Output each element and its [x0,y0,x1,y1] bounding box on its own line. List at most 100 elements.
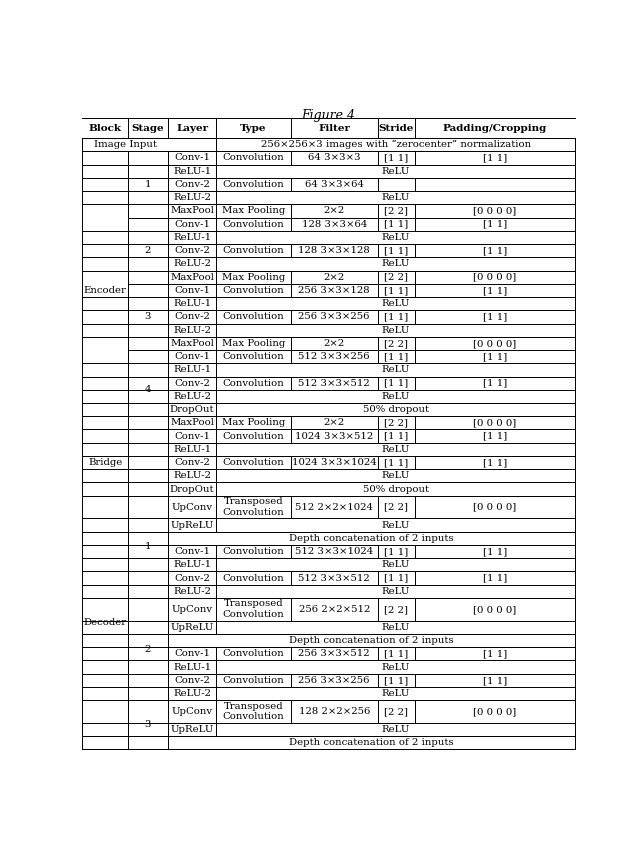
Text: [1 1]: [1 1] [483,154,507,162]
Bar [378,390,415,403]
Text: Conv-2: Conv-2 [174,379,210,387]
Text: 256×256×3 images with “zerocenter” normalization: 256×256×3 images with “zerocenter” norma… [260,140,531,149]
Text: Conv-1: Conv-1 [174,649,210,658]
Text: Convolution: Convolution [223,676,284,685]
Bar [216,687,291,700]
Bar [128,283,168,350]
Text: Convolution: Convolution [223,547,284,556]
Bar [415,532,575,545]
Bar [415,191,575,204]
Text: Max Pooling: Max Pooling [222,272,285,282]
Text: ReLU: ReLU [381,587,410,596]
Bar [216,165,291,178]
Text: 2: 2 [145,644,151,654]
Text: 3: 3 [145,313,151,321]
Bar [378,403,415,417]
Bar [415,363,575,376]
Text: Convolution: Convolution [223,247,284,255]
Text: [1 1]: [1 1] [483,352,507,361]
Text: [1 1]: [1 1] [384,431,408,441]
Bar [216,469,291,483]
Text: 256 3×3×128: 256 3×3×128 [298,286,370,295]
Text: [2 2]: [2 2] [384,272,408,282]
Bar [415,661,575,673]
Text: [1 1]: [1 1] [483,574,507,582]
Bar [291,363,378,376]
Text: 50% dropout: 50% dropout [363,405,429,414]
Text: 1024 3×3×512: 1024 3×3×512 [295,431,373,441]
Text: [2 2]: [2 2] [384,418,408,428]
Text: ReLU: ReLU [381,233,410,242]
Text: 512 3×3×1024: 512 3×3×1024 [295,547,373,556]
Text: Max Pooling: Max Pooling [222,418,285,428]
Bar [291,297,378,310]
Text: Conv-1: Conv-1 [174,547,210,556]
Text: 4: 4 [145,385,151,394]
Text: [1 1]: [1 1] [384,247,408,255]
Text: UpReLU: UpReLU [170,725,214,734]
Text: 256 3×3×512: 256 3×3×512 [298,649,370,658]
Bar [378,442,415,456]
Text: Encoder: Encoder [84,286,127,295]
Text: [1 1]: [1 1] [384,649,408,658]
Text: 512 3×3×512: 512 3×3×512 [298,379,370,387]
Bar [415,585,575,598]
Text: 2×2: 2×2 [324,272,345,282]
Text: ReLU: ReLU [381,725,410,734]
Text: Filter: Filter [318,124,350,133]
Text: [1 1]: [1 1] [483,547,507,556]
Bar [415,469,575,483]
Text: DropOut: DropOut [170,484,214,494]
Text: [1 1]: [1 1] [483,379,507,387]
Bar [291,532,378,545]
Bar [291,661,378,673]
Text: Depth concatenation of 2 inputs: Depth concatenation of 2 inputs [289,533,454,543]
Text: Conv-2: Conv-2 [174,574,210,582]
Bar [216,324,291,337]
Bar [216,231,291,244]
Bar [128,138,168,151]
Text: [1 1]: [1 1] [384,676,408,685]
Bar [291,138,378,151]
Text: Conv-1: Conv-1 [174,220,210,228]
Text: ReLU-1: ReLU-1 [173,662,211,672]
Bar [415,403,575,417]
Text: ReLU-2: ReLU-2 [173,472,211,480]
Bar [378,165,415,178]
Bar [291,723,378,736]
Text: 256 2×2×512: 256 2×2×512 [298,605,370,614]
Bar [378,634,415,647]
Text: [1 1]: [1 1] [384,286,408,295]
Text: ReLU: ReLU [381,472,410,480]
Text: Conv-1: Conv-1 [174,431,210,441]
Text: 2: 2 [145,247,151,255]
Text: UpConv: UpConv [172,707,212,716]
Bar [128,430,168,496]
Text: UpReLU: UpReLU [170,623,214,632]
Text: 512 3×3×512: 512 3×3×512 [298,574,370,582]
Bar [415,687,575,700]
Text: ReLU-2: ReLU-2 [173,689,211,698]
Text: [1 1]: [1 1] [483,313,507,321]
Text: Image Input: Image Input [93,140,157,149]
Text: ReLU: ReLU [381,560,410,570]
Bar [216,585,291,598]
Text: ReLU-2: ReLU-2 [173,259,211,268]
Bar [216,532,291,545]
Text: DropOut: DropOut [170,405,214,414]
Bar [291,258,378,271]
Text: Conv-1: Conv-1 [174,286,210,295]
Text: 2×2: 2×2 [324,418,345,428]
Text: Convolution: Convolution [223,379,284,387]
Bar [415,736,575,749]
Text: Transposed
Convolution: Transposed Convolution [223,497,284,517]
Bar [415,324,575,337]
Text: 2×2: 2×2 [324,206,345,216]
Bar [415,442,575,456]
Bar [378,621,415,634]
Text: ReLU: ReLU [381,259,410,268]
Text: UpConv: UpConv [172,605,212,614]
Text: 2×2: 2×2 [324,339,345,348]
Text: [1 1]: [1 1] [384,379,408,387]
Text: MaxPool: MaxPool [170,418,214,428]
